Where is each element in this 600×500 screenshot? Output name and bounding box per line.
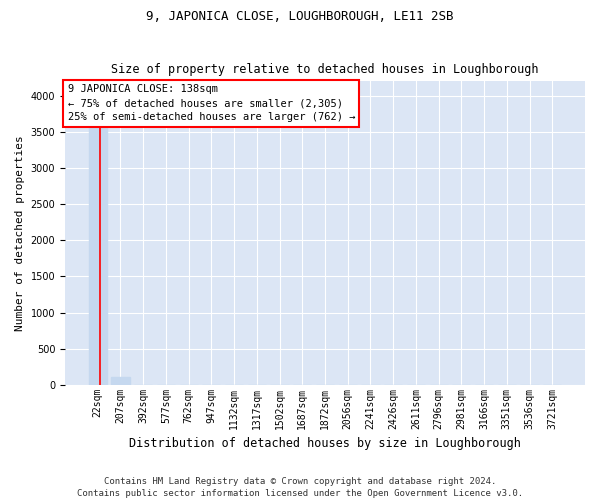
X-axis label: Distribution of detached houses by size in Loughborough: Distribution of detached houses by size … [129,437,521,450]
Y-axis label: Number of detached properties: Number of detached properties [15,135,25,331]
Title: Size of property relative to detached houses in Loughborough: Size of property relative to detached ho… [111,63,539,76]
Text: 9, JAPONICA CLOSE, LOUGHBOROUGH, LE11 2SB: 9, JAPONICA CLOSE, LOUGHBOROUGH, LE11 2S… [146,10,454,23]
Text: Contains HM Land Registry data © Crown copyright and database right 2024.
Contai: Contains HM Land Registry data © Crown c… [77,476,523,498]
Bar [112,377,130,385]
Bar [89,103,107,385]
Text: 9 JAPONICA CLOSE: 138sqm
← 75% of detached houses are smaller (2,305)
25% of sem: 9 JAPONICA CLOSE: 138sqm ← 75% of detach… [68,84,355,122]
